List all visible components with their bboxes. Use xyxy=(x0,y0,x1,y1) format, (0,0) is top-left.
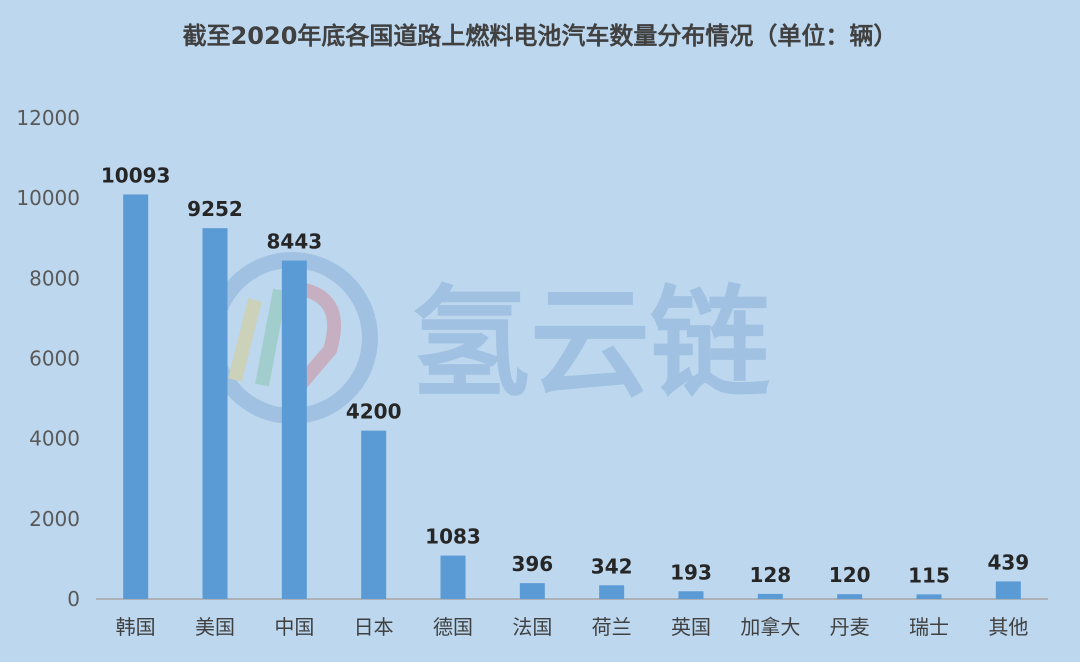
data-label: 120 xyxy=(829,563,871,587)
bar xyxy=(440,555,466,599)
data-label: 8443 xyxy=(266,230,322,254)
data-labels: 10093 9252 8443 4200 1083 396 342 193 128 120 115 4… xyxy=(101,163,1029,587)
bar xyxy=(916,594,942,599)
bar xyxy=(519,583,545,599)
chart-title: 截至2020年底各国道路上燃料电池汽车数量分布情况（单位：辆） xyxy=(183,22,898,50)
x-tick-label: 瑞士 xyxy=(909,615,949,639)
x-tick-label: 加拿大 xyxy=(740,615,800,639)
x-axis: 韩国 美国 中国 日本 德国 法国 荷兰 英国 加拿大 丹麦 瑞士 其他 xyxy=(116,615,1029,639)
x-tick-label: 丹麦 xyxy=(830,615,870,639)
x-tick-label: 其他 xyxy=(988,615,1028,639)
bar xyxy=(123,194,149,600)
x-tick-label: 美国 xyxy=(195,615,235,639)
data-label: 439 xyxy=(987,550,1029,574)
bar xyxy=(281,260,307,599)
data-label: 1083 xyxy=(425,525,481,549)
data-label: 342 xyxy=(591,554,633,578)
data-label: 396 xyxy=(511,552,553,576)
y-tick-label: 2000 xyxy=(29,507,80,531)
data-label: 128 xyxy=(749,563,791,587)
data-label: 115 xyxy=(908,563,950,587)
y-axis: 0 2000 4000 6000 8000 10000 12000 xyxy=(16,106,80,611)
data-label: 193 xyxy=(670,560,712,584)
data-label: 10093 xyxy=(101,163,171,187)
bar xyxy=(757,593,783,599)
x-tick-label: 荷兰 xyxy=(592,615,632,639)
data-label: 9252 xyxy=(187,197,243,221)
bar xyxy=(837,594,863,599)
y-tick-label: 8000 xyxy=(29,266,80,290)
x-tick-label: 中国 xyxy=(274,615,314,639)
y-tick-label: 10000 xyxy=(16,186,80,210)
y-tick-label: 0 xyxy=(67,587,80,611)
y-tick-label: 6000 xyxy=(29,347,80,371)
bar xyxy=(995,581,1021,599)
data-label: 4200 xyxy=(346,400,402,424)
bar xyxy=(361,430,387,599)
x-tick-label: 德国 xyxy=(433,615,473,639)
x-tick-label: 韩国 xyxy=(116,615,156,639)
y-tick-label: 12000 xyxy=(16,106,80,130)
bar xyxy=(599,585,625,599)
x-tick-label: 法国 xyxy=(512,615,552,639)
x-tick-label: 英国 xyxy=(671,615,711,639)
y-tick-label: 4000 xyxy=(29,427,80,451)
x-tick-label: 日本 xyxy=(354,615,394,639)
bar xyxy=(202,228,228,600)
watermark-text: 氢云链 xyxy=(410,275,770,414)
bars xyxy=(123,194,1021,600)
bar xyxy=(678,591,704,599)
